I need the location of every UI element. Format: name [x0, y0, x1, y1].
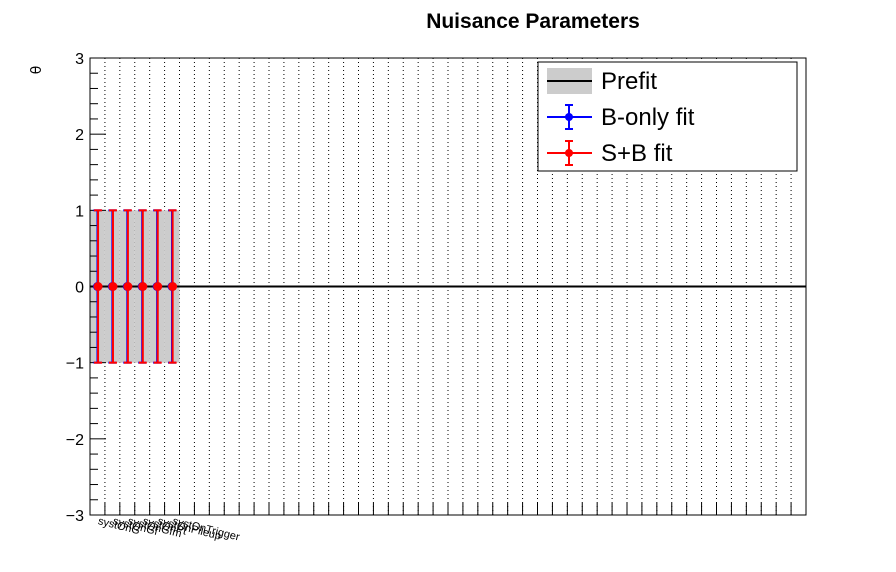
category-label: systOnTrigger [171, 515, 241, 543]
y-tick-label: 3 [75, 51, 84, 68]
legend-bonly-marker [565, 113, 573, 121]
legend-prefit-label: Prefit [601, 68, 657, 95]
data-points [92, 282, 178, 291]
y-tick-label: −1 [66, 356, 84, 373]
legend-sb-label: S+B fit [601, 140, 673, 167]
x-ticks [89, 503, 807, 515]
legend-bonly-label: B-only fit [601, 104, 695, 131]
sb-point [168, 282, 178, 291]
legend: Prefit B-only fit S+B fit [537, 61, 798, 172]
sb-point [93, 282, 103, 291]
sb-point [123, 282, 133, 291]
category-labels: systOnGsystOnGfsystOnGfmsystOnPtsystOnPi… [97, 515, 241, 543]
y-tick-label: −2 [66, 432, 84, 449]
y-tick-label: 2 [75, 127, 84, 144]
y-tick-label: 1 [75, 203, 84, 220]
y-tick-label: −3 [66, 508, 84, 525]
sb-point [138, 282, 148, 291]
sb-point [108, 282, 118, 291]
y-axis-label: θ [29, 66, 45, 75]
legend-sb-marker [565, 149, 573, 157]
sb-point [153, 282, 163, 291]
chart-title: Nuisance Parameters [426, 10, 640, 33]
y-ticks: 3 2 1 0 −1 −2 −3 [66, 51, 106, 525]
y-tick-label: 0 [75, 280, 84, 297]
